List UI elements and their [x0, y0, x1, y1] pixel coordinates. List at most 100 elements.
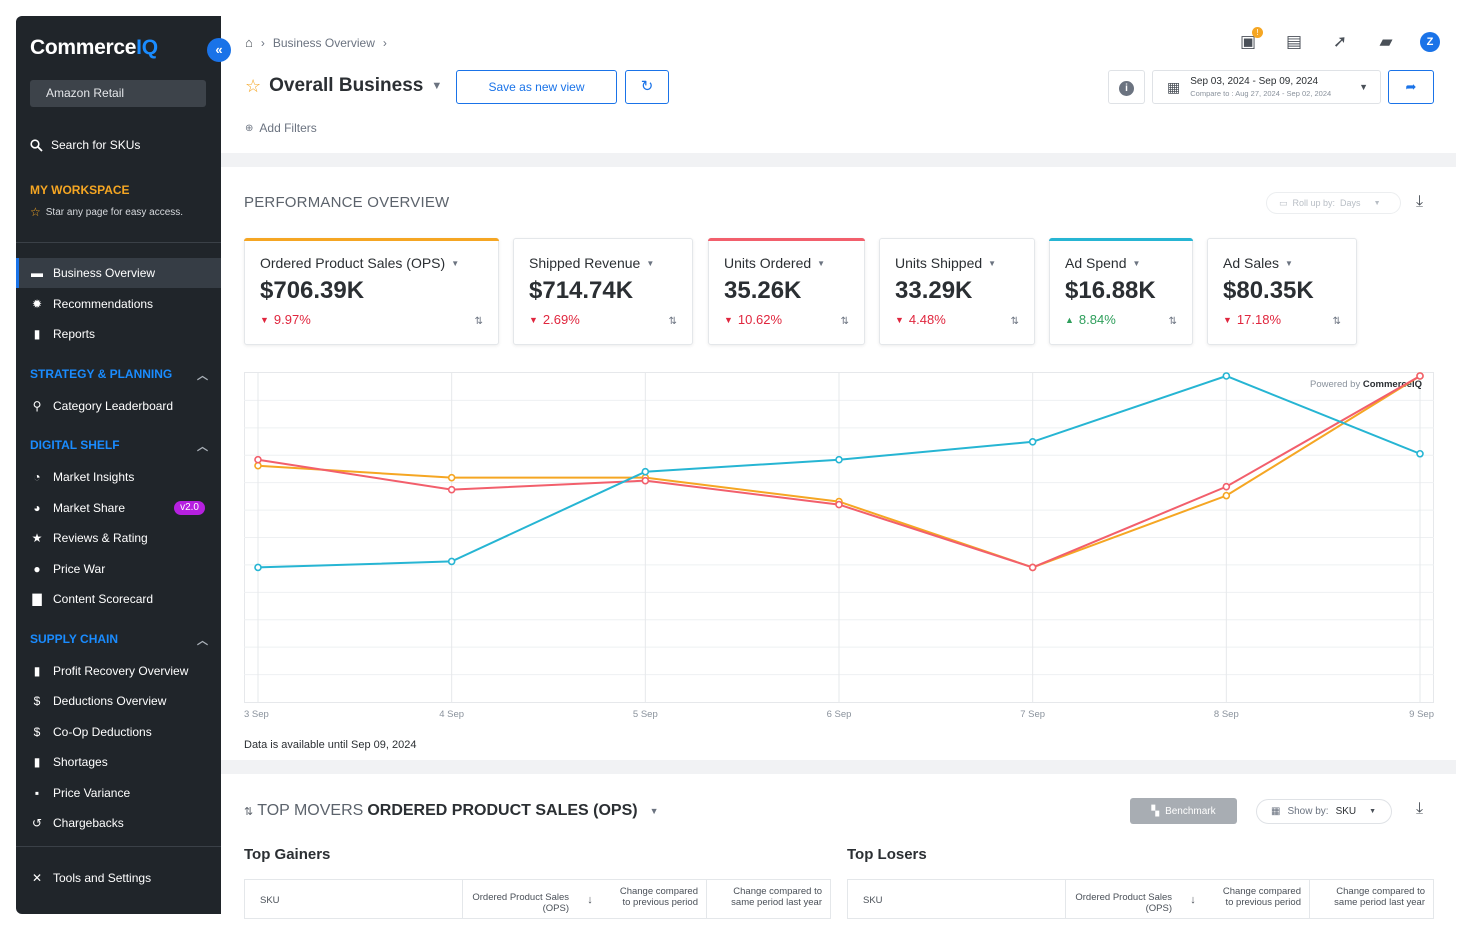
- column-header-ops[interactable]: Ordered Product Sales (OPS): [472, 892, 569, 914]
- retailer-selector[interactable]: Amazon Retail: [30, 80, 206, 107]
- caret-down-icon[interactable]: ▼: [646, 258, 655, 268]
- sidebar-item-shortages[interactable]: ▮ Shortages: [16, 747, 221, 777]
- kpi-card-units-shipped[interactable]: Units Shipped ▼ 33.29K ▼ 4.48% ⇅: [879, 238, 1035, 345]
- caret-down-icon: ▼: [1359, 82, 1368, 92]
- reset-view-button[interactable]: ↻: [625, 70, 669, 104]
- document-icon: ▮: [33, 755, 41, 769]
- sidebar-item-deductions-overview[interactable]: $ Deductions Overview: [16, 686, 221, 716]
- scorecard-icon: ▇: [32, 592, 42, 606]
- sort-icon[interactable]: ⇅: [668, 316, 677, 327]
- save-as-new-view-button[interactable]: Save as new view: [456, 70, 617, 104]
- caret-down-icon[interactable]: ▼: [1132, 258, 1141, 268]
- sort-icon[interactable]: ⇅: [1010, 316, 1019, 327]
- caret-down-icon[interactable]: ▼: [649, 806, 659, 816]
- sidebar-item-reviews-rating[interactable]: ★ Reviews & Rating: [31, 531, 148, 545]
- rollup-dropdown[interactable]: ▭ Roll up by: Days ▼: [1266, 192, 1401, 214]
- kpi-card-shipped-revenue[interactable]: Shipped Revenue ▼ $714.74K ▼ 2.69% ⇅: [513, 238, 693, 345]
- caret-down-icon[interactable]: ▼: [451, 258, 460, 268]
- benchmark-button[interactable]: ▚ Benchmark: [1130, 798, 1237, 824]
- sidebar-item-tools-settings[interactable]: ✕ Tools and Settings: [31, 871, 152, 885]
- sort-arrow-icon[interactable]: ↓: [587, 893, 593, 906]
- date-range-picker[interactable]: ▦ Sep 03, 2024 - Sep 09, 2024 Compare to…: [1152, 70, 1381, 104]
- data-point: [1028, 437, 1037, 446]
- column-header-change-last-year[interactable]: Change compared to same period last year: [731, 886, 822, 908]
- top-movers-metric[interactable]: ORDERED PRODUCT SALES (OPS): [367, 802, 638, 819]
- data-point: [1222, 491, 1231, 500]
- avatar[interactable]: Z: [1420, 32, 1440, 52]
- version-badge: v2.0: [174, 501, 205, 515]
- add-filters-button[interactable]: ⊕ Add Filters: [245, 121, 317, 135]
- line-chart[interactable]: Powered by CommerceIQ 3 Sep 4 Sep 5 Sep 6 S…: [244, 372, 1434, 722]
- sidebar: CommerceIQ Amazon Retail Search for SKUs…: [16, 16, 221, 914]
- sort-icon[interactable]: ⇅: [1168, 316, 1177, 327]
- arrow-down-icon: ▼: [260, 314, 269, 325]
- top-losers-title: Top Losers: [847, 846, 927, 863]
- caret-down-icon[interactable]: ▼: [431, 80, 443, 92]
- search-skus[interactable]: Search for SKUs: [30, 138, 140, 152]
- top-gainers-table: SKU Ordered Product Sales (OPS) ↓ Change…: [244, 879, 831, 919]
- section-digital-shelf[interactable]: DIGITAL SHELF ︿: [30, 438, 208, 453]
- sidebar-item-market-insights[interactable]: ◔ Market Insights: [16, 462, 221, 492]
- data-point: [1416, 372, 1424, 380]
- sidebar-item-market-share[interactable]: ◕ Market Share v2.0: [16, 493, 221, 523]
- sidebar-item-recommendations[interactable]: ✹ Recommendations: [31, 297, 154, 311]
- caret-down-icon[interactable]: ▼: [988, 258, 997, 268]
- lightbulb-icon: ✹: [31, 297, 43, 311]
- my-workspace-title: MY WORKSPACE: [30, 183, 130, 197]
- kpi-card-units-ordered[interactable]: Units Ordered ▼ 35.26K ▼ 10.62% ⇅: [708, 238, 865, 345]
- column-header-ops[interactable]: Ordered Product Sales (OPS): [1075, 892, 1172, 914]
- sidebar-item-chargebacks[interactable]: ↺ Chargebacks: [31, 816, 124, 830]
- download-icon[interactable]: ⤓: [1416, 193, 1424, 210]
- kpi-value: 33.29K: [895, 277, 973, 304]
- breadcrumb-current[interactable]: Business Overview: [272, 35, 375, 50]
- kpi-change: ▼ 17.18%: [1223, 312, 1282, 327]
- data-point: [447, 473, 456, 482]
- calendar-icon: ▭: [1279, 197, 1288, 208]
- sidebar-item-profit-recovery[interactable]: ▮ Profit Recovery Overview: [16, 656, 221, 686]
- column-header-change-last-year[interactable]: Change compared to same period last year: [1334, 886, 1425, 908]
- sort-icon[interactable]: ⇅: [474, 316, 483, 327]
- section-supply-chain[interactable]: SUPPLY CHAIN ︿: [30, 632, 208, 647]
- sidebar-item-coop-deductions[interactable]: $ Co-Op Deductions: [16, 717, 221, 747]
- caret-down-icon[interactable]: ▼: [817, 258, 826, 268]
- sort-icon[interactable]: ⇅: [1332, 316, 1341, 327]
- dollar-icon: $: [33, 725, 41, 739]
- sidebar-item-category-leaderboard[interactable]: ⚲ Category Leaderboard: [16, 391, 221, 421]
- download-icon[interactable]: ⤓: [1416, 800, 1424, 817]
- rocket-icon[interactable]: ➚: [1332, 32, 1348, 51]
- sidebar-item-price-war[interactable]: ● Price War: [16, 554, 221, 584]
- archive-icon[interactable]: ▤: [1285, 32, 1303, 51]
- sidebar-item-price-variance[interactable]: ▪ Price Variance: [16, 778, 221, 808]
- share-button[interactable]: ➦: [1388, 70, 1434, 104]
- data-point: [447, 557, 456, 566]
- sidebar-item-reports[interactable]: ▮ Reports: [16, 319, 221, 349]
- show-by-dropdown[interactable]: ▦ Show by: SKU ▼: [1256, 799, 1392, 824]
- sort-icon: ⇅: [244, 805, 254, 818]
- search-skus-label: Search for SKUs: [51, 138, 141, 152]
- arrow-down-icon: ▼: [895, 314, 904, 325]
- column-header-change-previous[interactable]: Change compared to previous period: [603, 880, 707, 918]
- info-button[interactable]: i: [1108, 70, 1145, 104]
- column-header-sku[interactable]: SKU: [848, 880, 1066, 918]
- page-title[interactable]: ☆ Overall Business ▼: [245, 75, 443, 96]
- column-header-sku[interactable]: SKU: [245, 880, 463, 918]
- sort-icon[interactable]: ⇅: [840, 316, 849, 327]
- home-icon[interactable]: ⌂: [245, 35, 253, 50]
- sort-arrow-icon[interactable]: ↓: [1190, 893, 1196, 906]
- x-tick-label: 6 Sep: [827, 709, 852, 720]
- collapse-sidebar-button[interactable]: «: [207, 38, 231, 62]
- feedback-icon[interactable]: ▰: [1379, 32, 1393, 51]
- commerceiq-logo[interactable]: CommerceIQ: [30, 36, 158, 59]
- sidebar-item-content-scorecard[interactable]: ▇ Content Scorecard: [16, 584, 221, 614]
- plus-circle-icon: ⊕: [245, 122, 254, 134]
- column-header-change-previous[interactable]: Change compared to previous period: [1206, 880, 1310, 918]
- section-strategy-planning[interactable]: STRATEGY & PLANNING ︿: [30, 367, 208, 382]
- whats-new-icon[interactable]: ▣!: [1236, 27, 1263, 54]
- star-outline-icon[interactable]: ☆: [245, 75, 262, 96]
- report-icon: ▮: [33, 327, 41, 341]
- kpi-card-ad-sales[interactable]: Ad Sales ▼ $80.35K ▼ 17.18% ⇅: [1207, 238, 1357, 345]
- kpi-card-ad-spend[interactable]: Ad Spend ▼ $16.88K ▲ 8.84% ⇅: [1049, 238, 1193, 345]
- kpi-card-ops[interactable]: Ordered Product Sales (OPS) ▼ $706.39K ▼ 9…: [244, 238, 499, 345]
- sidebar-item-business-overview[interactable]: ▬ Business Overview: [16, 258, 221, 288]
- caret-down-icon[interactable]: ▼: [1285, 258, 1293, 268]
